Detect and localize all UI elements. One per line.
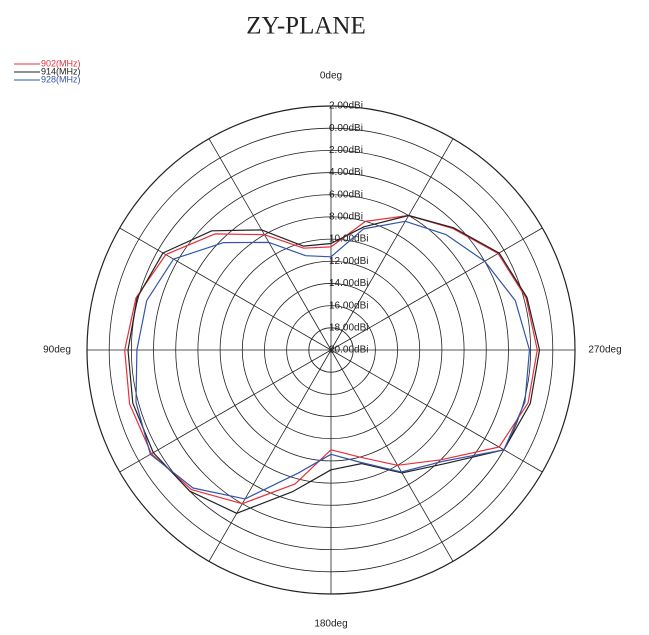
spoke — [330, 227, 543, 351]
spoke — [208, 349, 332, 562]
r-tick-label: 4.00dBi — [329, 167, 363, 178]
theta-tick-label: 270deg — [588, 345, 621, 356]
spoke — [208, 138, 332, 351]
ring — [219, 238, 443, 462]
r-tick-label: 8.00dBi — [329, 212, 363, 223]
r-tick-label: 6.00dBi — [329, 189, 363, 200]
r-tick-label: 14.00dBi — [329, 278, 368, 289]
spoke — [330, 138, 454, 351]
ring — [86, 105, 576, 595]
r-tick-label: 20.00dBi — [329, 345, 368, 356]
r-tick-label: 18.00dBi — [329, 322, 368, 333]
legend-label: 914(MHz) — [41, 66, 81, 76]
ring — [175, 194, 487, 506]
series-line — [135, 220, 531, 500]
series-line — [127, 214, 541, 514]
series-line — [124, 214, 538, 505]
legend-label: 928(MHz) — [41, 74, 81, 84]
r-tick-label: 10.00dBi — [329, 234, 368, 245]
r-tick-label: 2.00dBi — [329, 101, 363, 112]
r-tick-label: 2.00dBi — [329, 145, 363, 156]
spoke — [330, 349, 543, 473]
ring — [130, 149, 532, 551]
spoke — [119, 349, 332, 473]
ring — [286, 305, 376, 395]
ring — [153, 172, 509, 528]
spoke — [119, 227, 332, 351]
ring — [241, 260, 421, 440]
theta-tick-label: 0deg — [320, 71, 342, 82]
r-tick-label: 16.00dBi — [329, 300, 368, 311]
spoke — [330, 349, 454, 562]
legend-label: 902(MHz) — [41, 58, 81, 68]
ring — [264, 283, 398, 417]
ring — [308, 327, 354, 373]
r-tick-label: 12.00dBi — [329, 256, 368, 267]
r-tick-label: 0.00dBi — [329, 123, 363, 134]
chart-title: ZY-PLANE — [246, 13, 365, 40]
theta-tick-label: 90deg — [43, 345, 71, 356]
theta-tick-label: 180deg — [314, 619, 347, 630]
ring — [197, 216, 465, 484]
ring — [108, 127, 554, 573]
